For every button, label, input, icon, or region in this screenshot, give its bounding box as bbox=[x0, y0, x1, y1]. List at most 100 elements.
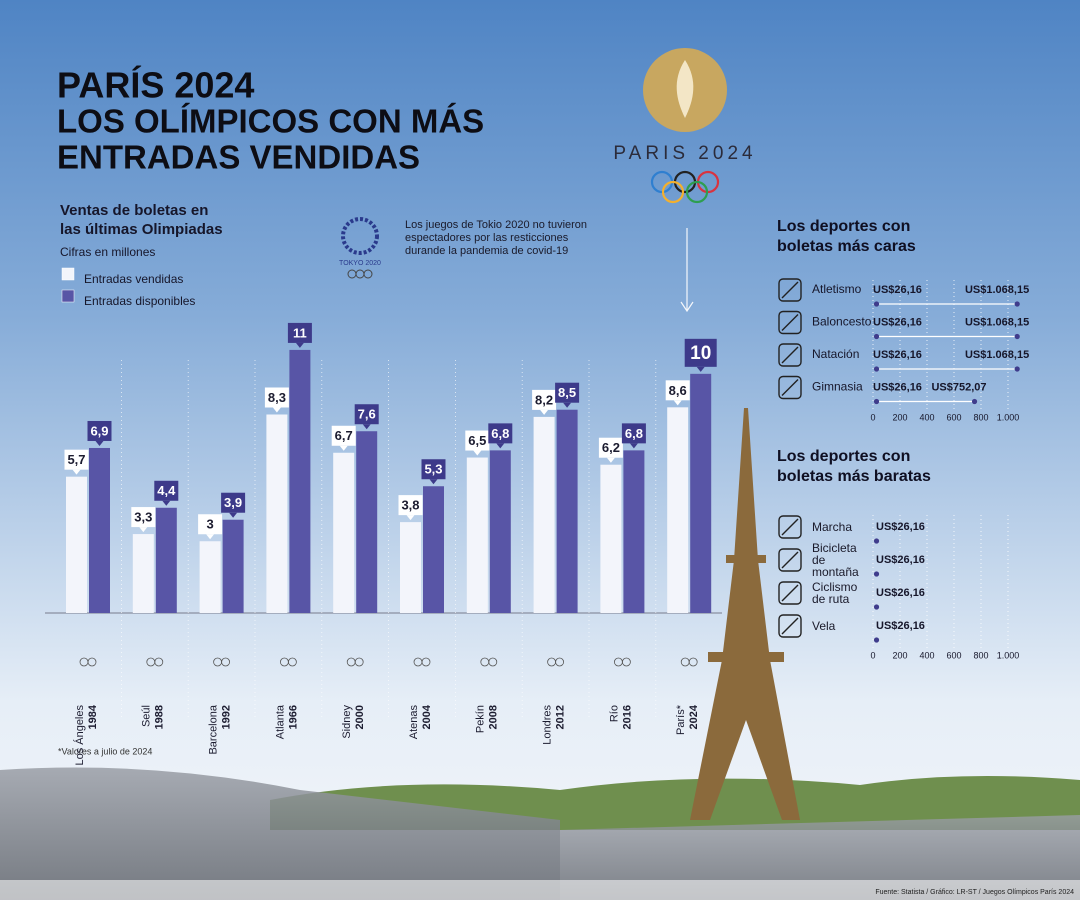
value-label: 8,2 bbox=[535, 392, 553, 407]
unit-note: Cifras en millones bbox=[60, 245, 155, 259]
dot bbox=[873, 571, 880, 577]
paris-logo bbox=[643, 48, 727, 204]
x-tick-label: 0 bbox=[870, 412, 875, 422]
callout-box bbox=[421, 459, 446, 480]
category-year: 1992 bbox=[221, 705, 233, 729]
callout-pointer bbox=[540, 409, 549, 415]
emblem-ring bbox=[622, 657, 631, 667]
value-label: 6,2 bbox=[602, 440, 620, 455]
category-year: 2000 bbox=[354, 705, 366, 729]
value-label: US$26,16 bbox=[876, 521, 925, 533]
value-label: 4,4 bbox=[157, 483, 176, 498]
game-emblem bbox=[279, 657, 297, 667]
annotation: Los juegos de Tokio 2020 no tuvieron esp… bbox=[405, 219, 588, 257]
bar bbox=[155, 507, 177, 613]
callout-pointer bbox=[362, 424, 371, 430]
bar bbox=[289, 349, 311, 613]
game-emblem bbox=[346, 657, 364, 667]
value-label: 5,3 bbox=[424, 462, 442, 477]
callout-pointer bbox=[162, 500, 171, 506]
sport-icon bbox=[778, 278, 802, 302]
value-label: 8,3 bbox=[268, 390, 286, 405]
callout-pointer bbox=[339, 445, 348, 451]
emblem-ring bbox=[488, 657, 498, 667]
sport-icon-stroke bbox=[781, 346, 799, 364]
bar bbox=[89, 447, 110, 613]
callout-pointer bbox=[606, 457, 615, 463]
value-label: 8,6 bbox=[669, 383, 687, 398]
sport-icon bbox=[778, 581, 802, 605]
callout-pointer bbox=[139, 527, 148, 533]
category-label: Los Ángeles bbox=[73, 705, 86, 766]
callout-box bbox=[331, 425, 356, 446]
chart-subtitle: Ventas de boletas en bbox=[60, 202, 208, 219]
value-label: 3,3 bbox=[134, 510, 152, 525]
category-year: 2008 bbox=[488, 705, 500, 729]
category-label: Natación bbox=[812, 347, 859, 361]
bar bbox=[690, 373, 712, 613]
source: Fuente: Statista / Gráfico: LR-ST / Jueg… bbox=[875, 889, 1074, 896]
bar bbox=[556, 409, 578, 613]
paris-logo-text: PARIS 2024 bbox=[613, 143, 756, 164]
value-label: 7,6 bbox=[358, 407, 376, 422]
callout-box bbox=[532, 389, 557, 410]
dot bbox=[873, 604, 880, 610]
x-tick-label: 1.000 bbox=[997, 412, 1020, 422]
high-label: US$1.068,15 bbox=[965, 349, 1029, 361]
bar bbox=[623, 450, 645, 613]
x-tick-label: 200 bbox=[892, 412, 907, 422]
category-year: 1966 bbox=[287, 705, 299, 729]
x-tick-label: 800 bbox=[973, 412, 988, 422]
callout-box bbox=[665, 380, 690, 401]
low-dot bbox=[873, 398, 880, 405]
low-label: US$26,16 bbox=[873, 284, 922, 296]
sport-icon bbox=[778, 375, 802, 400]
category-label: Río bbox=[608, 705, 620, 722]
high-label: US$752,07 bbox=[931, 381, 986, 393]
category-label: Barcelona bbox=[208, 704, 220, 754]
category-label: Atlanta bbox=[274, 704, 286, 739]
high-dot bbox=[1014, 301, 1020, 307]
sport-icon-stroke bbox=[781, 518, 799, 536]
x-tick-label: 200 bbox=[892, 650, 907, 660]
value-label: 5,7 bbox=[67, 452, 85, 467]
emblem-ring bbox=[221, 657, 231, 667]
emblem-ring bbox=[87, 657, 97, 667]
game-emblem bbox=[547, 657, 564, 667]
x-tick-label: 800 bbox=[973, 650, 988, 660]
stands-left bbox=[0, 767, 560, 900]
value-label: US$26,16 bbox=[876, 554, 925, 566]
callout-pointer bbox=[295, 342, 304, 348]
game-emblem bbox=[213, 657, 231, 667]
high-dot bbox=[1014, 333, 1020, 340]
value-label: 3 bbox=[206, 517, 213, 532]
sport-icon bbox=[778, 515, 802, 539]
callout-pointer bbox=[673, 400, 682, 406]
callout-pointer bbox=[95, 440, 104, 446]
chart-title: ENTRADAS VENDIDAS bbox=[57, 139, 420, 176]
value-label: 8,5 bbox=[558, 385, 576, 400]
category-label: Gimnasia bbox=[812, 380, 863, 394]
value-label: 10 bbox=[690, 343, 711, 364]
chart-subtitle: las últimas Olimpiadas bbox=[60, 221, 223, 238]
x-tick-label: 400 bbox=[919, 412, 934, 422]
callout-box bbox=[287, 322, 312, 343]
category-label: Londres bbox=[542, 705, 554, 745]
callout-box bbox=[398, 495, 423, 516]
value-label: US$26,16 bbox=[876, 620, 925, 632]
bar bbox=[199, 541, 221, 613]
emblem-ring bbox=[688, 657, 698, 667]
x-tick-label: 400 bbox=[919, 650, 934, 660]
value-label: 6,8 bbox=[491, 426, 509, 441]
high-dot bbox=[971, 398, 978, 405]
sport-icon-stroke bbox=[781, 314, 799, 331]
legend-swatch bbox=[61, 289, 75, 303]
game-emblem bbox=[680, 657, 698, 667]
value-label: 3,9 bbox=[224, 495, 242, 510]
bar bbox=[333, 452, 355, 613]
low-dot bbox=[873, 333, 880, 340]
low-label: US$26,16 bbox=[873, 316, 922, 328]
legend-swatch bbox=[61, 267, 75, 281]
category-label: Sidney bbox=[341, 705, 353, 739]
stands-right bbox=[560, 815, 1080, 900]
